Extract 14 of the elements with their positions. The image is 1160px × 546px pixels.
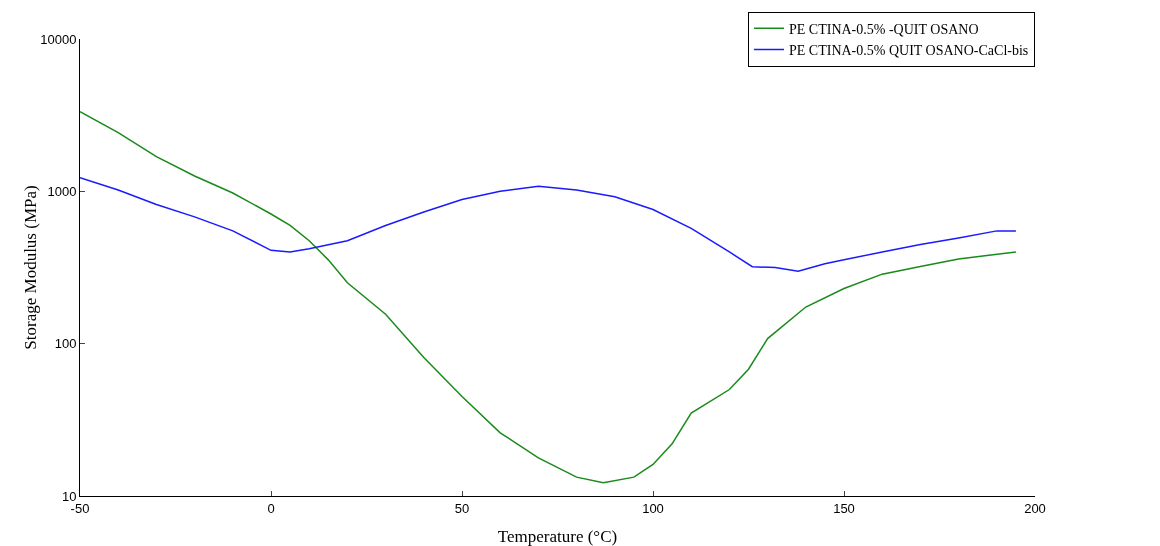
legend-label: PE CTINA-0.5% QUIT OSANO-CaCl-bis xyxy=(789,42,1029,58)
x-tick-label: 150 xyxy=(833,500,855,516)
y-tick-label: 100 xyxy=(54,336,77,352)
y-tick-label: 10000 xyxy=(40,31,77,47)
x-tick-label: 100 xyxy=(642,500,664,516)
legend-label: PE CTINA-0.5% -QUIT OSANO xyxy=(789,21,979,37)
x-tick-label: 0 xyxy=(267,500,275,516)
x-tick-label: 50 xyxy=(454,500,470,516)
x-axis-title: Temperature (°C) xyxy=(497,527,618,546)
x-tick-label: 200 xyxy=(1024,500,1046,516)
y-tick-label: 1000 xyxy=(47,183,77,199)
line-series xyxy=(80,111,1017,484)
line-series xyxy=(80,176,1017,272)
y-axis-title: Storage Modulus (MPa) xyxy=(21,185,40,350)
